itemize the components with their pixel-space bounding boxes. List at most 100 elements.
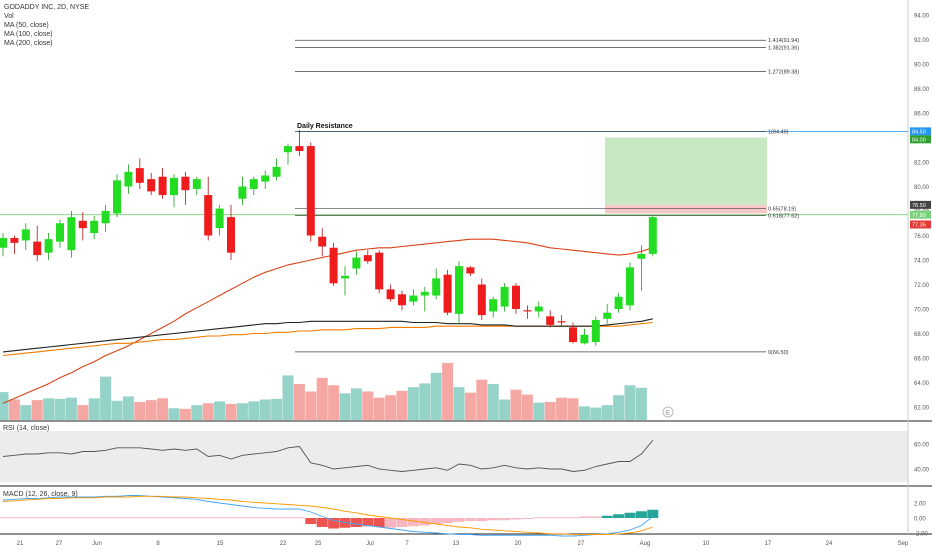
macd-histogram-bar xyxy=(65,517,77,519)
macd-line[interactable] xyxy=(2,495,654,537)
candle[interactable] xyxy=(523,310,532,312)
volume-bar xyxy=(476,379,488,420)
macd-histogram-bar xyxy=(590,516,602,518)
candle[interactable] xyxy=(648,217,657,254)
candle[interactable] xyxy=(500,286,509,307)
candle[interactable] xyxy=(398,294,406,306)
candle[interactable] xyxy=(284,146,292,153)
rsi-label[interactable]: RSI (14, close) xyxy=(3,425,50,432)
candle[interactable] xyxy=(204,195,213,236)
candle[interactable] xyxy=(67,217,76,251)
candle[interactable] xyxy=(534,306,543,312)
volume-bar xyxy=(521,394,533,420)
candle[interactable] xyxy=(546,316,555,325)
macd-histogram-bar xyxy=(647,509,659,518)
candle[interactable] xyxy=(352,257,361,269)
candle[interactable] xyxy=(238,186,247,199)
candle[interactable] xyxy=(557,321,566,323)
candle[interactable] xyxy=(637,253,646,259)
candle[interactable] xyxy=(0,237,7,248)
candle[interactable] xyxy=(10,237,19,243)
candle[interactable] xyxy=(386,289,395,300)
candle[interactable] xyxy=(33,241,42,256)
candle[interactable] xyxy=(21,229,30,241)
macd-histogram-bar xyxy=(613,514,625,518)
candle[interactable] xyxy=(409,295,418,302)
candle[interactable] xyxy=(626,267,634,306)
candle[interactable] xyxy=(261,175,270,182)
volume-bar xyxy=(328,385,340,420)
macd-signal-line[interactable] xyxy=(2,495,653,535)
symbol-title[interactable]: GODADDY INC, 2D, NYSE xyxy=(4,4,90,11)
volume-bar xyxy=(453,387,465,420)
fib-level-label: 0.65(78.19) xyxy=(768,207,796,213)
candle[interactable] xyxy=(614,296,623,309)
candle[interactable] xyxy=(113,180,121,214)
price-tick-label: 72.00 xyxy=(914,283,930,289)
stop-zone[interactable] xyxy=(605,204,767,214)
candle[interactable] xyxy=(56,223,64,242)
candle[interactable] xyxy=(466,267,475,274)
candle[interactable] xyxy=(272,166,281,177)
candle[interactable] xyxy=(363,255,372,262)
volume-bar xyxy=(442,362,454,420)
candle[interactable] xyxy=(591,320,600,343)
target-zone[interactable] xyxy=(605,137,767,205)
candle[interactable] xyxy=(78,220,87,229)
candle[interactable] xyxy=(432,278,441,296)
candle[interactable] xyxy=(295,146,304,151)
macd-histogram-bar xyxy=(271,517,283,519)
candle[interactable] xyxy=(90,220,99,234)
candle[interactable] xyxy=(135,168,144,183)
legend-item-ma200[interactable]: MA (200, close) xyxy=(4,40,53,47)
candle[interactable] xyxy=(489,299,498,312)
price-badge-label: 78.50 xyxy=(912,203,926,209)
macd-histogram-bar xyxy=(179,517,191,519)
candle[interactable] xyxy=(375,252,384,290)
candle[interactable] xyxy=(124,171,133,187)
candle[interactable] xyxy=(477,284,486,316)
candle[interactable] xyxy=(158,176,167,196)
candle[interactable] xyxy=(306,146,315,236)
candle[interactable] xyxy=(147,179,156,192)
candle[interactable] xyxy=(329,247,338,284)
volume-bar xyxy=(77,405,89,420)
candle[interactable] xyxy=(420,291,429,296)
price-badge xyxy=(910,135,931,144)
volume-bar xyxy=(305,391,317,420)
rsi-line[interactable] xyxy=(2,440,654,472)
candle[interactable] xyxy=(181,176,190,191)
candle[interactable] xyxy=(170,177,178,196)
candle[interactable] xyxy=(215,208,224,229)
legend-item-ma100[interactable]: MA (100, close) xyxy=(4,31,53,38)
candle[interactable] xyxy=(192,179,201,189)
legend-item-ma50[interactable]: MA (50, close) xyxy=(4,22,49,29)
volume-bar xyxy=(88,398,100,420)
macd-histogram-bar xyxy=(168,517,180,519)
time-tick-label: 7 xyxy=(405,541,409,547)
candle[interactable] xyxy=(569,327,577,343)
moving-average-line[interactable] xyxy=(2,318,653,353)
candle[interactable] xyxy=(101,211,110,224)
legend-item-vol[interactable]: Vol xyxy=(4,13,14,20)
macd-label[interactable]: MACD (12, 26, close, 9) xyxy=(3,491,78,498)
candle[interactable] xyxy=(603,312,612,319)
candle[interactable] xyxy=(249,179,258,189)
candle[interactable] xyxy=(512,285,520,309)
earnings-marker-icon[interactable] xyxy=(662,406,674,418)
price-tick-label: 62.00 xyxy=(914,406,930,412)
candle[interactable] xyxy=(455,266,463,314)
candle[interactable] xyxy=(44,239,53,253)
candle[interactable] xyxy=(227,217,235,253)
macd-histogram-bar xyxy=(407,518,419,527)
time-tick-label: 27 xyxy=(578,541,585,547)
candle[interactable] xyxy=(341,275,349,279)
candle[interactable] xyxy=(443,274,452,313)
daily-resistance-label: Daily Resistance xyxy=(297,123,353,130)
volume-bar xyxy=(145,400,157,420)
time-tick-label: 15 xyxy=(217,541,224,547)
candle[interactable] xyxy=(318,236,327,247)
candle[interactable] xyxy=(580,334,589,344)
moving-average-line[interactable] xyxy=(2,238,653,404)
